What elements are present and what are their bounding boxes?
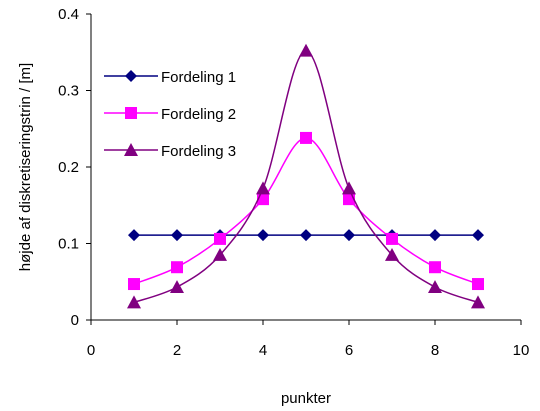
triangle-marker xyxy=(428,280,442,294)
y-tick-label: 0 xyxy=(71,312,79,329)
legend-item: Fordeling 3 xyxy=(104,143,236,160)
diamond-marker xyxy=(429,229,441,242)
triangle-marker xyxy=(213,247,227,261)
x-tick-label: 10 xyxy=(513,342,530,359)
y-tick-label: 0.4 xyxy=(58,6,79,23)
y-tick-label: 0.2 xyxy=(58,159,79,176)
series-line xyxy=(133,49,479,304)
x-tick-label: 2 xyxy=(173,342,181,359)
y-axis-label: højde af diskretiseringstrin / [m] xyxy=(17,63,34,271)
x-tick-label: 6 xyxy=(345,342,353,359)
legend-label: Fordeling 2 xyxy=(161,106,236,123)
x-tick-label: 0 xyxy=(87,342,95,359)
triangle-marker xyxy=(299,43,313,57)
y-tick-label: 0.3 xyxy=(58,83,79,100)
legend-item: Fordeling 1 xyxy=(104,69,236,86)
diamond-marker xyxy=(472,229,484,242)
square-marker xyxy=(128,278,140,291)
square-marker xyxy=(214,232,226,245)
square-marker xyxy=(386,232,398,245)
x-tick-label: 4 xyxy=(259,342,267,359)
legend: Fordeling 1 Fordeling 2 Fordeling 3 xyxy=(104,69,236,160)
diamond-marker xyxy=(300,229,312,242)
x-tick-label: 8 xyxy=(431,342,439,359)
legend-label: Fordeling 3 xyxy=(161,143,236,160)
triangle-marker xyxy=(124,143,138,156)
legend-item: Fordeling 2 xyxy=(104,106,236,123)
legend-label: Fordeling 1 xyxy=(161,69,236,86)
triangle-marker xyxy=(256,181,270,195)
triangle-marker xyxy=(342,181,356,195)
square-marker xyxy=(125,107,137,119)
triangle-marker xyxy=(127,295,141,309)
series-layer xyxy=(127,43,485,309)
triangle-marker xyxy=(385,247,399,261)
triangle-marker xyxy=(170,280,184,294)
series-2 xyxy=(128,131,484,291)
plot-area: 0 2 4 6 8 10 0 0.1 0.2 0.3 0.4 xyxy=(58,6,529,359)
series-3 xyxy=(127,43,485,309)
series-1 xyxy=(128,229,484,242)
x-axis-ticks: 0 2 4 6 8 10 xyxy=(87,320,530,359)
diamond-marker xyxy=(128,229,140,242)
diamond-marker xyxy=(257,229,269,242)
y-tick-label: 0.1 xyxy=(58,236,79,253)
triangle-marker xyxy=(471,295,485,309)
y-axis-ticks: 0 0.1 0.2 0.3 0.4 xyxy=(58,6,91,329)
diamond-marker xyxy=(343,229,355,242)
x-axis-label: punkter xyxy=(281,390,331,407)
square-marker xyxy=(472,278,484,291)
square-marker xyxy=(171,261,183,274)
square-marker xyxy=(429,261,441,274)
diamond-marker xyxy=(125,70,137,82)
diamond-marker xyxy=(171,229,183,242)
square-marker xyxy=(300,131,312,144)
